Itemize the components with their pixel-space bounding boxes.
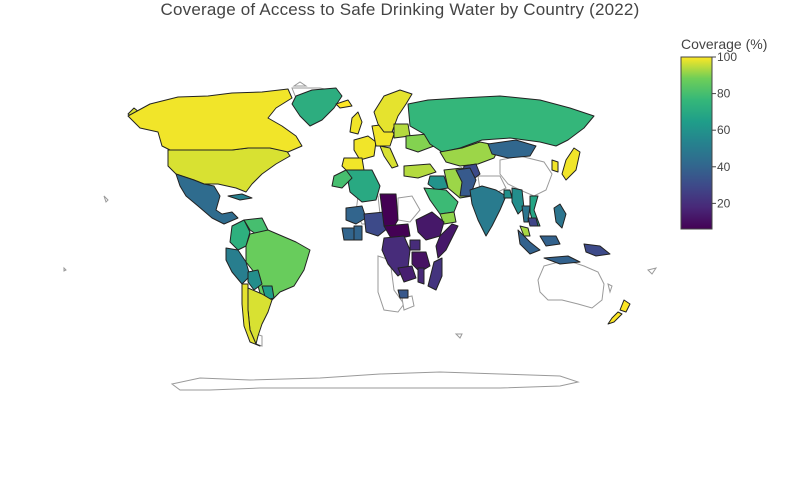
country-angola xyxy=(397,289,409,299)
country-morocco xyxy=(331,169,353,189)
no-data-region xyxy=(499,155,553,197)
country-myanmar xyxy=(511,187,525,215)
country-iceland xyxy=(335,99,353,109)
country-somalia xyxy=(435,223,459,259)
country-iraq xyxy=(427,175,449,191)
country-greenland xyxy=(291,87,343,127)
country-zambia xyxy=(397,265,417,283)
no-data-region xyxy=(454,333,463,339)
country-tanzania xyxy=(411,251,431,273)
country-france xyxy=(353,135,377,161)
country-philippines xyxy=(553,203,567,229)
country-japan xyxy=(561,147,581,181)
country-cambodia xyxy=(527,217,539,227)
country-mexico xyxy=(175,173,239,225)
country-cote-divoire xyxy=(341,227,355,241)
map-title: Coverage of Access to Safe Drinking Wate… xyxy=(160,0,640,19)
colorbar: 20 40 60 80 100 xyxy=(680,50,737,230)
no-data-region xyxy=(170,371,580,391)
colorbar-gradient xyxy=(680,56,713,230)
country-brazil xyxy=(245,229,311,301)
country-madagascar xyxy=(427,257,443,291)
colorbar-tick-label: 80 xyxy=(717,87,731,101)
no-data-region xyxy=(537,259,605,309)
country-scandinavia xyxy=(373,89,413,133)
country-malaysia xyxy=(519,225,531,237)
country-new-zealand xyxy=(607,299,631,325)
no-data-region xyxy=(63,266,67,272)
country-indonesia xyxy=(517,229,581,265)
colorbar-tick-label: 20 xyxy=(717,196,731,210)
no-data-region xyxy=(103,195,109,203)
country-pakistan xyxy=(455,167,477,197)
country-kazakhstan xyxy=(439,141,501,167)
country-korea xyxy=(551,159,559,173)
country-algeria xyxy=(345,169,381,203)
country-cuba xyxy=(227,193,253,201)
country-turkey xyxy=(403,163,437,179)
no-data-region xyxy=(292,81,308,87)
no-data-region xyxy=(607,283,613,294)
country-nigeria xyxy=(363,211,389,237)
country-italy xyxy=(379,145,399,169)
country-uk xyxy=(349,111,363,135)
country-bangladesh xyxy=(503,189,513,199)
country-uganda xyxy=(409,239,421,251)
country-ghana xyxy=(353,225,363,241)
colorbar-tick-label: 100 xyxy=(717,50,737,64)
colorbar-title: Coverage (%) xyxy=(681,36,768,52)
no-data-region xyxy=(397,195,421,223)
country-mongolia xyxy=(487,139,537,159)
country-peru xyxy=(225,247,251,285)
colorbar-tick-label: 60 xyxy=(717,123,731,137)
country-russia xyxy=(407,95,595,153)
data-regions xyxy=(127,87,631,347)
country-malawi xyxy=(417,267,425,285)
country-chile xyxy=(241,283,261,347)
no-data-region xyxy=(401,295,415,311)
no-data-region xyxy=(647,267,658,275)
country-bolivia xyxy=(247,269,263,291)
country-canada xyxy=(127,88,303,153)
colorbar-ticks: 20 40 60 80 100 xyxy=(712,50,737,210)
country-mali xyxy=(345,205,367,225)
colorbar-tick-label: 40 xyxy=(717,160,731,174)
country-india xyxy=(469,185,507,237)
country-png xyxy=(583,243,611,257)
